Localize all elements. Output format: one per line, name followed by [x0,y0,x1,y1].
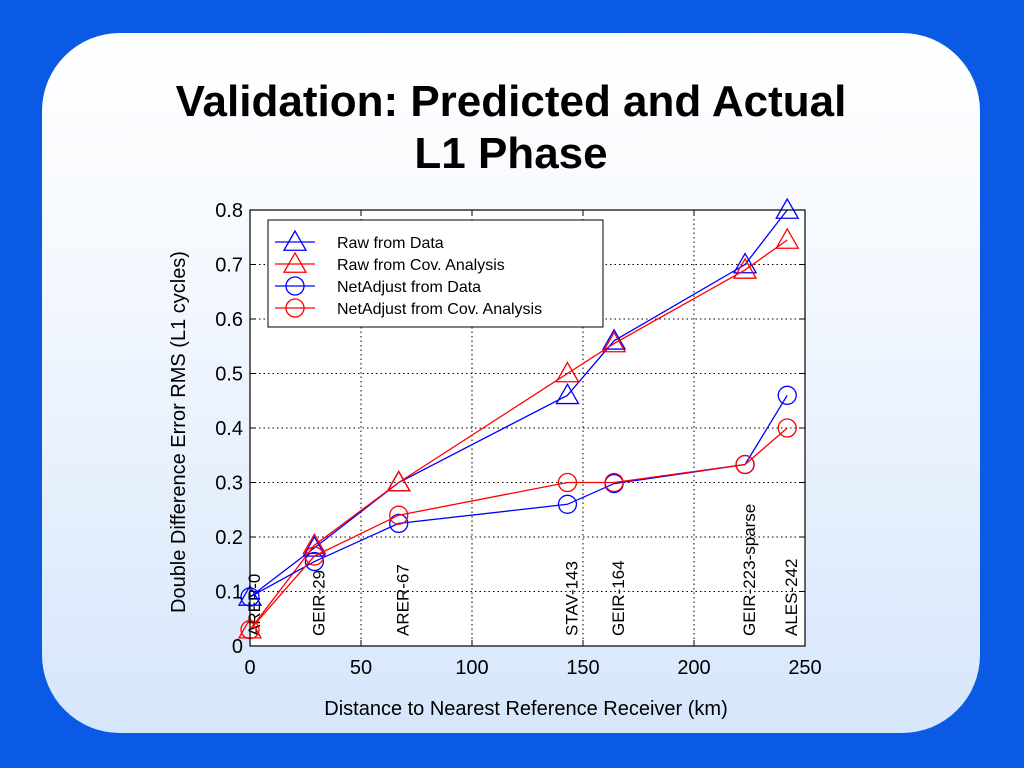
legend-marker-raw-from-data [282,229,308,251]
annotation-geir-29: GEIR-29 [309,570,328,636]
legend-label-raw-from-cov-analysis: Raw from Cov. Analysis [337,257,505,274]
y-tick-label-3: 0.3 [215,473,243,495]
legend-label-netadjust-from-cov-analysis: NetAdjust from Cov. Analysis [337,301,542,318]
series-line-netadjust-from-cov-analysis [249,427,788,631]
legend-label-netadjust-from-data: NetAdjust from Data [337,279,481,296]
slide-title-line-2: L1 Phase [414,129,608,178]
annotation-geir-223-sparse: GEIR-223-sparse [740,504,759,636]
x-tick-label-2: 100 [455,657,488,679]
y-tick-label-6: 0.6 [215,309,243,331]
data-point-raw-from-cov-analysis-2 [386,470,411,492]
y-tick-label-8: 0.8 [215,200,243,222]
legend-box [267,219,604,328]
data-point-raw-from-data-3 [555,382,580,405]
data-point-netadjust-from-cov-analysis-2 [389,505,409,525]
data-point-raw-from-data-6 [775,197,800,219]
data-point-raw-from-data-4 [601,328,627,350]
data-point-netadjust-from-data-1 [304,551,325,572]
annotation-geir-164: GEIR-164 [609,560,628,636]
legend-marker-netadjust-from-data [285,276,305,296]
y-axis-label: Double Difference Error RMS (L1 cycles) [168,251,190,613]
data-point-netadjust-from-data-2 [389,513,409,534]
data-point-raw-from-cov-analysis-3 [555,361,580,383]
y-tick-label-1: 0.1 [215,582,243,604]
y-tick-label-5: 0.5 [215,364,243,386]
legend: Raw from Data Raw from Cov. Analysis NetAd… [267,219,604,328]
series-line-raw-from-cov-analysis [249,239,788,631]
data-point-raw-from-cov-analysis-4 [601,331,627,353]
slide-title-line-1: Validation: Predicted and Actual [175,77,847,126]
annotation-arer-67: ARER-67 [394,564,413,636]
x-tick-label-3: 150 [566,657,599,679]
series-line-raw-from-data [249,209,788,598]
y-axis-ticks: 0 0.1 0.2 0.3 0.4 0.5 0.6 0.7 0.8 [215,200,805,658]
data-point-netadjust-from-data-3 [557,494,578,514]
x-tick-label-1: 50 [350,657,372,679]
legend-label-raw-from-data: Raw from Data [337,235,444,252]
data-point-raw-from-cov-analysis-1 [302,532,327,555]
x-axis-label: Distance to Nearest Reference Receiver (… [324,698,727,720]
data-point-netadjust-from-cov-analysis-5 [735,454,755,475]
data-point-raw-from-cov-analysis-6 [775,227,800,249]
x-tick-label-5: 250 [788,657,821,679]
slide-title: Validation: Predicted and Actual L1 Phas… [42,76,980,180]
data-point-netadjust-from-data-6 [777,385,797,405]
annotation-stav-143: STAV-143 [562,561,581,636]
x-tick-label-0: 0 [244,657,255,679]
series-netadjust-from-cov-analysis [240,418,797,640]
data-point-raw-from-data-5 [732,252,758,274]
data-point-netadjust-from-cov-analysis-3 [557,472,578,493]
x-tick-label-4: 200 [677,657,710,679]
data-series [237,197,800,640]
y-tick-label-7: 0.7 [215,255,243,277]
y-tick-label-2: 0.2 [215,527,243,549]
data-point-netadjust-from-cov-analysis-1 [304,546,325,566]
series-raw-from-cov-analysis [237,227,800,639]
y-tick-label-0: 0 [232,636,243,658]
data-point-netadjust-from-cov-analysis-6 [777,418,797,438]
legend-marker-netadjust-from-cov-analysis [285,298,305,318]
data-point-raw-from-cov-analysis-5 [732,257,758,279]
legend-marker-raw-from-cov-analysis [282,251,308,273]
data-point-netadjust-from-cov-analysis-4 [604,472,624,493]
annotation-ales-242: ALES-242 [782,559,801,637]
y-tick-label-4: 0.4 [215,418,243,440]
x-axis-ticks: 0 50 100 150 200 250 [244,210,822,679]
